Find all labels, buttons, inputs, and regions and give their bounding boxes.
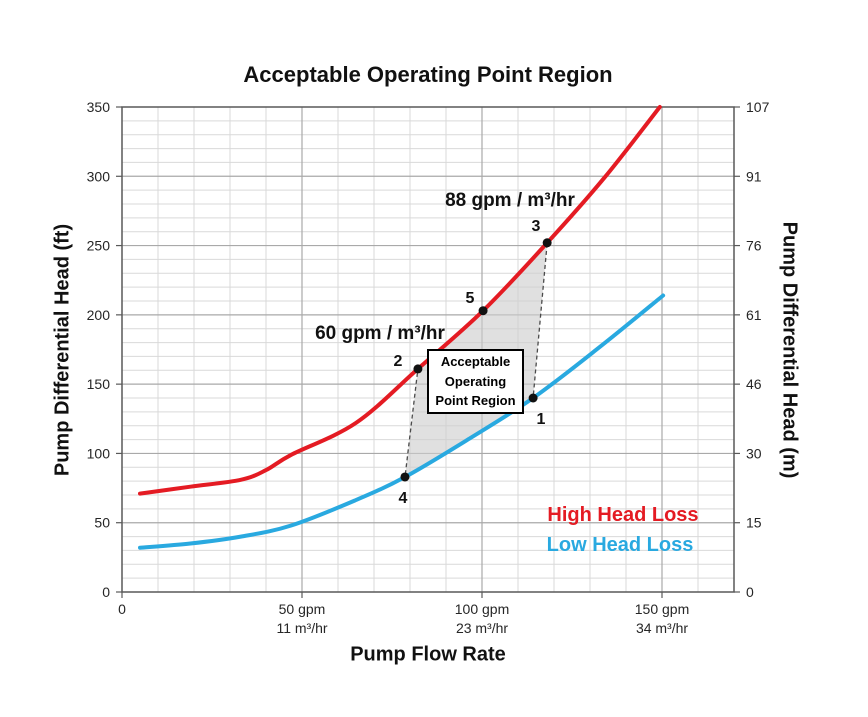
legend-low-head-loss: Low Head Loss <box>547 534 694 556</box>
x-tick-label-gpm: 0 <box>118 601 126 617</box>
legend-high-head-loss: High Head Loss <box>547 504 698 526</box>
y-left-tick-label: 250 <box>87 238 111 254</box>
point-dot-5 <box>478 306 488 316</box>
y-right-tick-label: 0 <box>746 584 754 600</box>
point-label-2: 2 <box>394 353 403 370</box>
x-tick-label-m3hr: 11 m³/hr <box>276 620 327 636</box>
point-label-3: 3 <box>532 218 541 235</box>
y-left-tick-label: 200 <box>87 307 111 323</box>
x-tick-label-m3hr: 23 m³/hr <box>456 620 508 636</box>
plot-border <box>121 106 735 593</box>
point-dot-4 <box>400 472 410 482</box>
x-tick-label-gpm: 150 gpm <box>635 601 689 617</box>
y-left-tick-label: 50 <box>94 515 110 531</box>
y-right-tick-label: 61 <box>746 307 762 323</box>
x-tick-label-m3hr: 34 m³/hr <box>636 620 688 636</box>
y-right-tick-label: 91 <box>746 168 762 184</box>
flow-annotation-1: 60 gpm / m³/hr <box>315 323 445 344</box>
x-tick-label-gpm: 50 gpm <box>279 601 326 617</box>
y-left-tick-label: 300 <box>87 168 111 184</box>
y-right-tick-label: 30 <box>746 445 762 461</box>
series-high-head-loss <box>138 105 662 496</box>
point-dot-3 <box>542 238 552 248</box>
chart-title: Acceptable Operating Point Region <box>243 62 613 87</box>
point-dot-2 <box>413 364 423 374</box>
y-right-tick-label: 46 <box>746 376 762 392</box>
y-left-tick-label: 0 <box>102 584 110 600</box>
x-axis-title: Pump Flow Rate <box>350 643 506 666</box>
point-label-1: 1 <box>537 411 546 428</box>
flow-annotation-0: 88 gpm / m³/hr <box>445 190 575 211</box>
series-low-head-loss <box>138 293 666 550</box>
y-left-tick-label: 100 <box>87 445 111 461</box>
point-label-4: 4 <box>399 490 408 507</box>
y-left-tick-label: 150 <box>87 376 111 392</box>
y-right-tick-label: 15 <box>746 515 762 531</box>
point-label-5: 5 <box>466 290 475 307</box>
acceptable-region-label-box: Acceptable Operating Point Region <box>427 349 524 414</box>
y-left-tick-label: 350 <box>87 99 111 115</box>
y-right-tick-label: 76 <box>746 238 762 254</box>
y-right-tick-label: 107 <box>746 99 770 115</box>
point-dot-1 <box>528 393 538 403</box>
x-tick-label-gpm: 100 gpm <box>455 601 509 617</box>
